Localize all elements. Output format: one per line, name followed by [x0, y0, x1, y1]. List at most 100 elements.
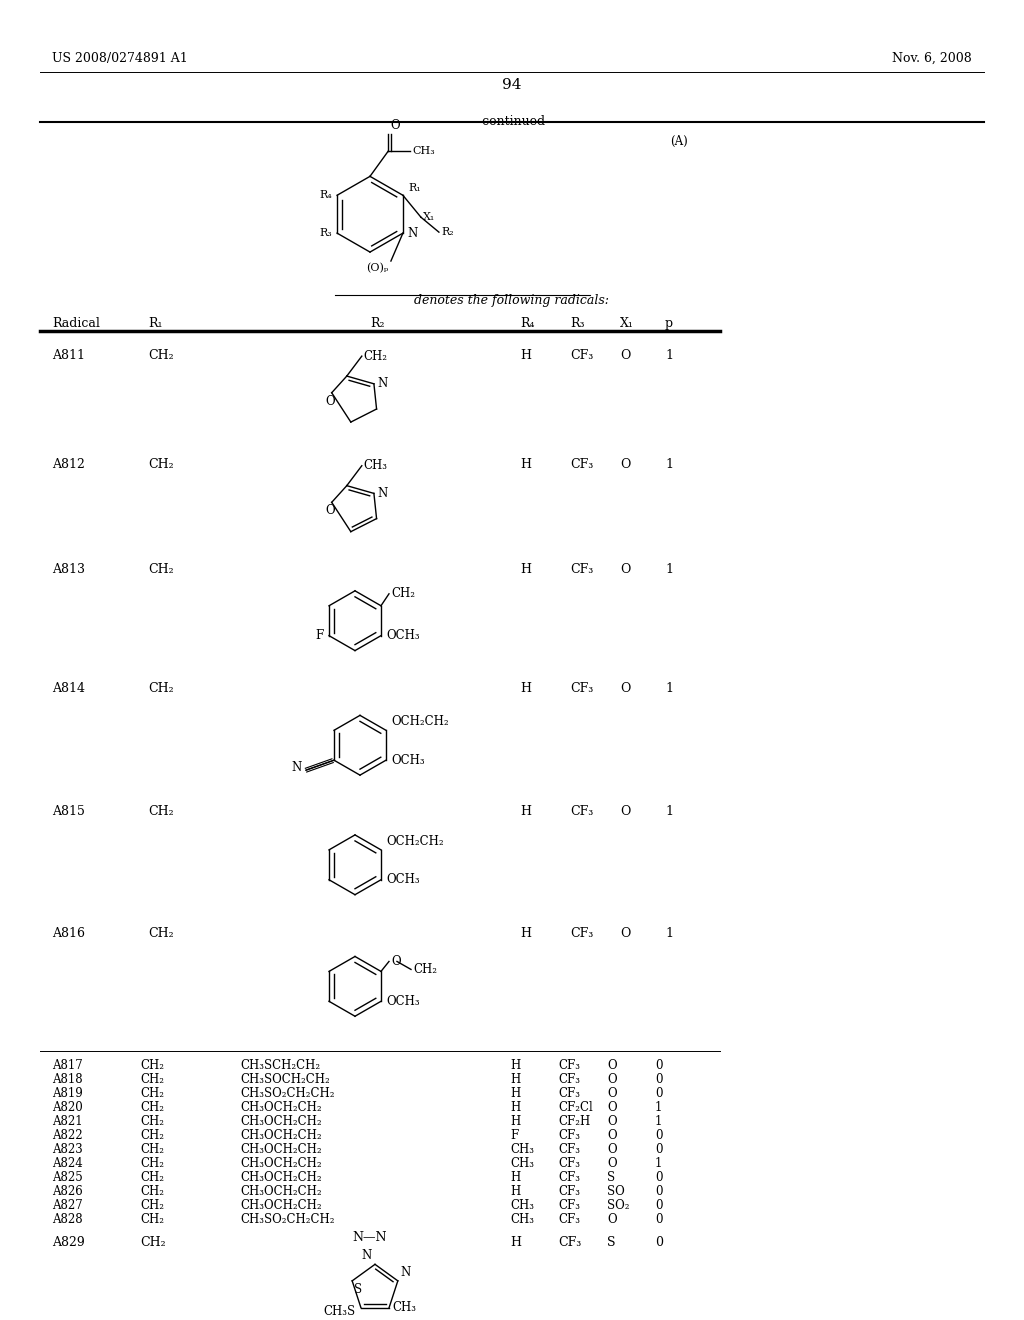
- Text: CH₂: CH₂: [140, 1184, 164, 1197]
- Text: H: H: [520, 927, 531, 940]
- Text: O: O: [325, 395, 335, 408]
- Text: CF₂H: CF₂H: [558, 1115, 590, 1127]
- Text: O: O: [607, 1101, 616, 1114]
- Text: H: H: [510, 1101, 520, 1114]
- Text: CF₃: CF₃: [570, 348, 593, 362]
- Text: CH₂: CH₂: [140, 1101, 164, 1114]
- Text: CH₂: CH₂: [140, 1059, 164, 1072]
- Text: R₃: R₃: [570, 317, 585, 330]
- Text: p: p: [665, 317, 673, 330]
- Text: CH₃: CH₃: [510, 1199, 534, 1212]
- Text: X₁: X₁: [620, 317, 634, 330]
- Text: H: H: [510, 1171, 520, 1184]
- Text: A824: A824: [52, 1156, 83, 1170]
- Text: 0: 0: [655, 1143, 663, 1156]
- Text: Nov. 6, 2008: Nov. 6, 2008: [892, 51, 972, 65]
- Text: O: O: [607, 1143, 616, 1156]
- Text: R₂: R₂: [370, 317, 384, 330]
- Text: 1: 1: [665, 458, 673, 471]
- Text: H: H: [510, 1184, 520, 1197]
- Text: OCH₂CH₂: OCH₂CH₂: [386, 834, 443, 847]
- Text: 1: 1: [655, 1115, 663, 1127]
- Text: CH₂: CH₂: [148, 348, 174, 362]
- Text: H: H: [520, 805, 531, 818]
- Text: OCH₃: OCH₃: [386, 630, 420, 642]
- Text: CH₂: CH₂: [148, 927, 174, 940]
- Text: 0: 0: [655, 1171, 663, 1184]
- Text: O: O: [620, 927, 631, 940]
- Text: CF₃: CF₃: [570, 562, 593, 576]
- Text: CF₃: CF₃: [558, 1156, 580, 1170]
- Text: CH₃OCH₂CH₂: CH₃OCH₂CH₂: [240, 1101, 322, 1114]
- Text: (O)ₚ: (O)ₚ: [366, 263, 388, 273]
- Text: R₄: R₄: [520, 317, 535, 330]
- Text: O: O: [390, 119, 399, 132]
- Text: CF₃: CF₃: [570, 927, 593, 940]
- Text: CH₃OCH₂CH₂: CH₃OCH₂CH₂: [240, 1156, 322, 1170]
- Text: S: S: [607, 1171, 615, 1184]
- Text: 0: 0: [655, 1213, 663, 1225]
- Text: CH₂: CH₂: [148, 805, 174, 818]
- Text: OCH₂CH₂: OCH₂CH₂: [391, 715, 449, 729]
- Text: CF₃: CF₃: [558, 1213, 580, 1225]
- Text: CH₃OCH₂CH₂: CH₃OCH₂CH₂: [240, 1184, 322, 1197]
- Text: 1: 1: [655, 1156, 663, 1170]
- Text: CH₃OCH₂CH₂: CH₃OCH₂CH₂: [240, 1115, 322, 1127]
- Text: A823: A823: [52, 1143, 83, 1156]
- Text: CH₃S: CH₃S: [324, 1304, 356, 1317]
- Text: H: H: [520, 562, 531, 576]
- Text: H: H: [510, 1059, 520, 1072]
- Text: A818: A818: [52, 1073, 83, 1086]
- Text: CH₃OCH₂CH₂: CH₃OCH₂CH₂: [240, 1199, 322, 1212]
- Text: O: O: [607, 1156, 616, 1170]
- Text: H: H: [520, 682, 531, 696]
- Text: A816: A816: [52, 927, 85, 940]
- Text: OCH₃: OCH₃: [386, 995, 420, 1007]
- Text: -continued: -continued: [478, 115, 546, 128]
- Text: O: O: [607, 1115, 616, 1127]
- Text: CF₃: CF₃: [570, 805, 593, 818]
- Text: SO: SO: [607, 1184, 625, 1197]
- Text: CH₃OCH₂CH₂: CH₃OCH₂CH₂: [240, 1143, 322, 1156]
- Text: 0: 0: [655, 1237, 663, 1250]
- Text: O: O: [620, 348, 631, 362]
- Text: CH₂: CH₂: [140, 1129, 164, 1142]
- Text: R₄: R₄: [319, 190, 332, 201]
- Text: CH₂: CH₂: [364, 350, 388, 363]
- Text: A812: A812: [52, 458, 85, 471]
- Text: CH₃OCH₂CH₂: CH₃OCH₂CH₂: [240, 1129, 322, 1142]
- Text: CF₃: CF₃: [558, 1199, 580, 1212]
- Text: A815: A815: [52, 805, 85, 818]
- Text: O: O: [607, 1073, 616, 1086]
- Text: N: N: [361, 1249, 372, 1262]
- Text: O: O: [620, 562, 631, 576]
- Text: A821: A821: [52, 1115, 83, 1127]
- Text: H: H: [520, 348, 531, 362]
- Text: CH₂: CH₂: [140, 1213, 164, 1225]
- Text: CH₂: CH₂: [413, 962, 437, 975]
- Text: O: O: [607, 1213, 616, 1225]
- Text: X₁: X₁: [423, 213, 435, 222]
- Text: 0: 0: [655, 1086, 663, 1100]
- Text: 0: 0: [655, 1129, 663, 1142]
- Text: O: O: [607, 1086, 616, 1100]
- Text: N: N: [377, 378, 387, 391]
- Text: O: O: [620, 682, 631, 696]
- Text: A827: A827: [52, 1199, 83, 1212]
- Text: H: H: [510, 1237, 521, 1250]
- Text: N: N: [407, 227, 417, 240]
- Text: CF₃: CF₃: [558, 1237, 582, 1250]
- Text: 1: 1: [665, 348, 673, 362]
- Text: CF₃: CF₃: [570, 682, 593, 696]
- Text: CH₃SO₂CH₂CH₂: CH₃SO₂CH₂CH₂: [240, 1086, 335, 1100]
- Text: O: O: [607, 1059, 616, 1072]
- Text: A814: A814: [52, 682, 85, 696]
- Text: CH₃: CH₃: [510, 1143, 534, 1156]
- Text: CH₃: CH₃: [510, 1156, 534, 1170]
- Text: CH₂: CH₂: [140, 1237, 166, 1250]
- Text: CH₂: CH₂: [391, 587, 415, 601]
- Text: N—N: N—N: [352, 1232, 387, 1245]
- Text: S: S: [607, 1237, 615, 1250]
- Text: A829: A829: [52, 1237, 85, 1250]
- Text: 0: 0: [655, 1199, 663, 1212]
